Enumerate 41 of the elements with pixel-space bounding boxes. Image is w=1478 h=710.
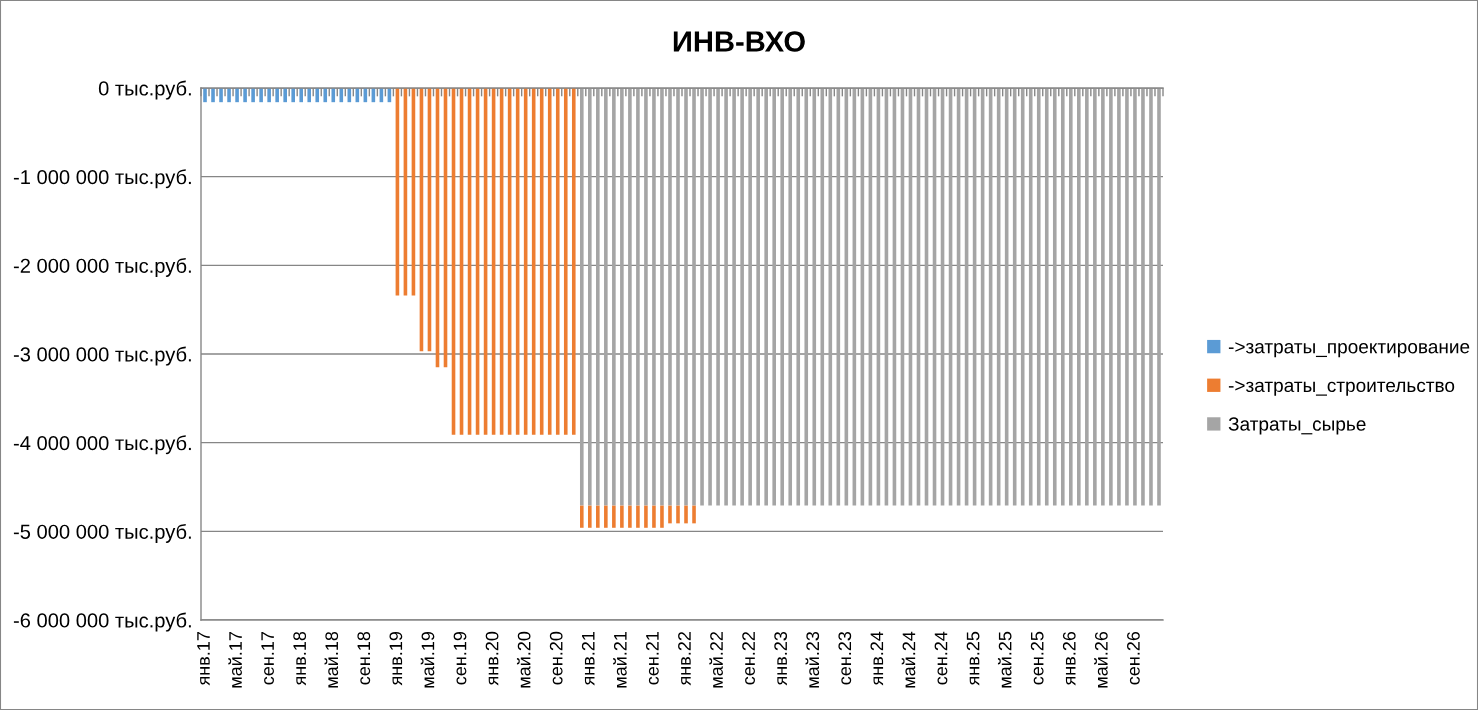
x-tick-label: сен.19 bbox=[453, 631, 467, 685]
legend-label: ->затраты_проектирование bbox=[1228, 342, 1470, 358]
x-tick-label: сен.25 bbox=[1030, 631, 1044, 685]
x-tick-label: сен.22 bbox=[742, 632, 755, 685]
x-tick-label: сен.18 bbox=[357, 631, 371, 685]
x-tick-label: янв.22 bbox=[678, 632, 691, 686]
legend-label: Затраты_сырье bbox=[1228, 417, 1366, 435]
x-tick-label: май.18 bbox=[324, 631, 339, 688]
x-tick-label: май.17 bbox=[228, 632, 242, 688]
x-tick-label: янв.17 bbox=[197, 632, 210, 686]
y-tick-label: -4 000 000 тыс.руб. bbox=[13, 435, 191, 455]
x-tick-label: май.25 bbox=[997, 631, 1012, 688]
x-tick-label: май.22 bbox=[709, 632, 723, 688]
x-tick-label: сен.17 bbox=[261, 632, 274, 685]
y-tick-label: -2 000 000 тыс.руб. bbox=[13, 257, 191, 277]
x-tick-label: сен.23 bbox=[838, 631, 852, 685]
x-tick-label: май.24 bbox=[901, 631, 916, 688]
x-tick-label: май.26 bbox=[1094, 631, 1108, 688]
x-tick-label: май.21 bbox=[613, 631, 627, 688]
legend-label: ->затраты_строительство bbox=[1228, 380, 1455, 396]
y-tick-label: -5 000 000 тыс.руб. bbox=[13, 523, 191, 543]
x-tick-label: янв.26 bbox=[1062, 631, 1076, 686]
x-tick-label: сен.26 bbox=[1127, 631, 1140, 685]
x-tick-label: янв.21 bbox=[581, 631, 595, 686]
x-tick-label: сен.21 bbox=[646, 631, 659, 685]
x-tick-label: сен.20 bbox=[549, 631, 563, 685]
y-tick-label: -1 000 000 тыс.руб. bbox=[13, 169, 191, 189]
y-tick-label: -3 000 000 тыс.руб. bbox=[13, 346, 191, 366]
x-tick-label: янв.24 bbox=[870, 631, 884, 686]
x-tick-label: май.23 bbox=[805, 631, 820, 688]
x-tick-label: май.19 bbox=[420, 631, 435, 688]
x-tick-label: янв.19 bbox=[389, 631, 403, 686]
x-tick-label: янв.25 bbox=[966, 631, 980, 686]
chart-title: ИНВ-ВХО bbox=[673, 31, 805, 52]
y-tick-label: -6 000 000 тыс.руб. bbox=[13, 612, 191, 632]
x-tick-label: май.20 bbox=[516, 631, 531, 688]
x-tick-label: янв.20 bbox=[485, 631, 499, 686]
x-tick-label: янв.18 bbox=[293, 631, 307, 686]
y-tick-label: 0 тыс.руб. bbox=[98, 80, 191, 100]
x-tick-label: янв.23 bbox=[774, 631, 788, 686]
x-tick-label: сен.24 bbox=[934, 631, 948, 685]
